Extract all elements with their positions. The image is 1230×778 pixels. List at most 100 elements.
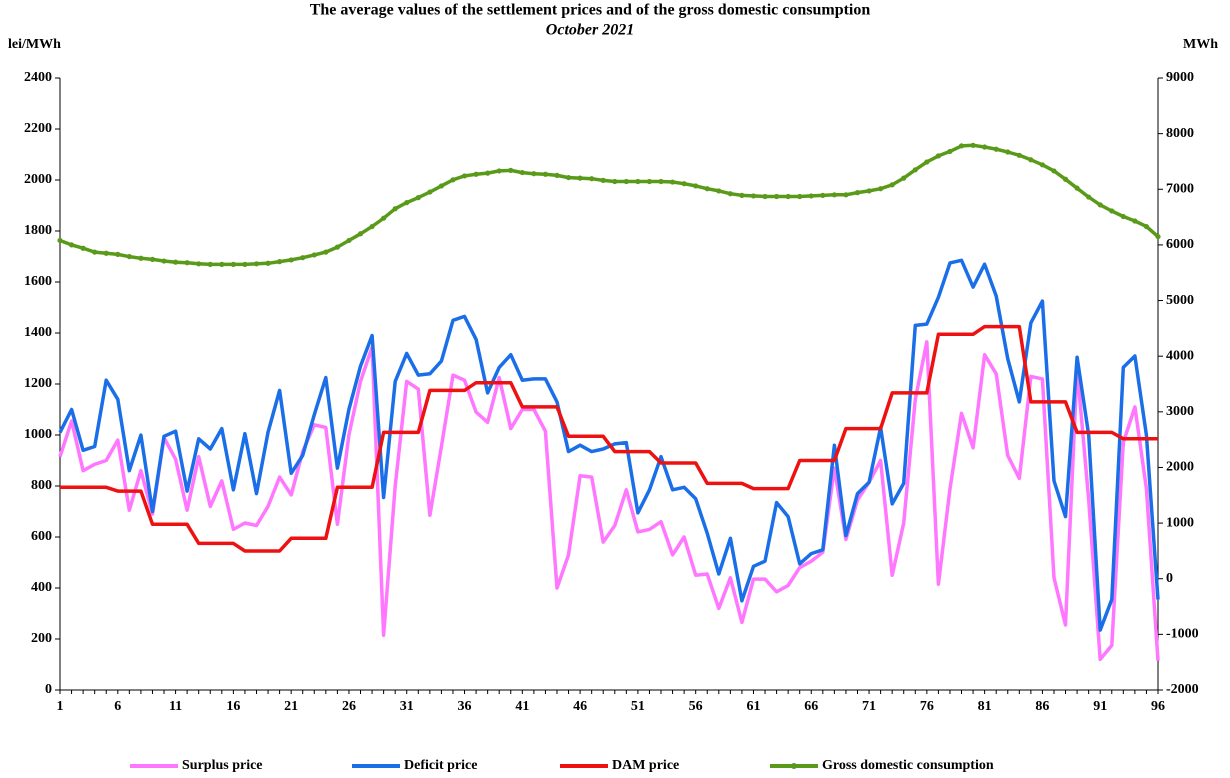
point-marker	[1028, 157, 1034, 163]
point-marker	[1132, 218, 1138, 224]
series-line	[58, 340, 1160, 662]
x-tick-label: 36	[458, 699, 472, 714]
y2-tick-label: -2000	[1166, 682, 1199, 697]
point-marker	[300, 255, 306, 261]
point-marker	[438, 183, 445, 189]
y-tick-label: 400	[31, 580, 52, 595]
point-marker	[935, 153, 942, 159]
point-marker	[1074, 185, 1080, 191]
x-tick-label: 46	[573, 699, 587, 714]
series-line	[59, 143, 1160, 267]
point-marker	[485, 170, 491, 176]
point-marker	[623, 178, 629, 185]
point-marker	[808, 193, 814, 199]
point-marker	[253, 261, 260, 267]
y-tick-label: 600	[31, 529, 52, 544]
point-marker	[912, 167, 918, 173]
y2-tick-label: 4000	[1166, 348, 1194, 363]
point-marker	[889, 182, 895, 188]
point-marker	[381, 215, 387, 221]
point-marker	[311, 252, 317, 258]
x-tick-label: 66	[804, 699, 818, 714]
point-marker	[1005, 149, 1011, 155]
y2-tick-label: -1000	[1166, 627, 1199, 642]
point-marker	[773, 193, 780, 200]
y-tick-label: 1000	[24, 427, 52, 442]
point-marker	[612, 178, 618, 185]
y-axis-label: lei/MWh	[8, 37, 61, 52]
point-marker	[80, 245, 86, 251]
point-marker	[727, 191, 733, 197]
point-marker	[1051, 168, 1057, 174]
point-marker	[704, 186, 710, 192]
x-tick-label: 21	[284, 699, 298, 714]
point-marker	[392, 206, 398, 212]
point-marker	[196, 261, 202, 267]
point-marker	[427, 189, 433, 195]
point-marker	[785, 193, 791, 200]
x-tick-label: 91	[1093, 699, 1107, 714]
point-marker	[970, 142, 976, 148]
point-marker	[854, 190, 861, 196]
point-marker	[565, 174, 572, 181]
point-marker	[866, 188, 872, 194]
point-marker	[924, 159, 930, 165]
x-tick-label: 76	[920, 699, 934, 714]
y2-tick-label: 6000	[1166, 237, 1194, 252]
point-marker	[693, 183, 699, 189]
y-tick-label: 200	[31, 631, 52, 646]
point-marker	[369, 223, 375, 230]
point-marker	[207, 261, 213, 267]
legend-label: DAM price	[612, 758, 679, 773]
x-tick-label: 81	[978, 699, 992, 714]
point-marker	[230, 261, 236, 267]
point-marker	[415, 195, 421, 201]
point-marker	[982, 144, 988, 150]
y2-tick-label: 9000	[1166, 70, 1194, 85]
y2-tick-label: 1000	[1166, 515, 1194, 530]
point-marker	[138, 255, 144, 261]
point-marker	[519, 169, 525, 176]
point-marker	[346, 237, 352, 244]
point-marker	[589, 176, 595, 182]
y-tick-label: 2000	[24, 172, 52, 187]
point-marker	[577, 175, 583, 181]
point-marker	[600, 177, 606, 183]
point-marker	[1086, 194, 1092, 200]
point-marker	[681, 181, 687, 187]
y2-tick-label: 5000	[1166, 293, 1194, 308]
point-marker	[716, 188, 722, 194]
point-marker	[68, 242, 75, 248]
x-tick-label: 16	[226, 699, 240, 714]
point-marker	[1016, 152, 1022, 158]
point-marker	[277, 259, 283, 265]
x-tick-label: 56	[689, 699, 703, 714]
y-tick-label: 1800	[24, 223, 52, 238]
point-marker	[1039, 162, 1046, 168]
point-marker	[242, 261, 248, 267]
legend-marker	[791, 763, 797, 769]
point-marker	[542, 171, 549, 177]
x-tick-label: 86	[1035, 699, 1049, 714]
point-marker	[161, 258, 167, 264]
point-marker	[739, 192, 745, 198]
point-marker	[288, 257, 294, 263]
x-tick-label: 26	[342, 699, 356, 714]
y-tick-label: 2400	[24, 70, 52, 85]
point-marker	[1109, 208, 1115, 214]
point-marker	[1097, 202, 1103, 208]
point-marker	[334, 244, 340, 250]
x-tick-label: 61	[746, 699, 760, 714]
point-marker	[669, 179, 676, 185]
legend-label: Surplus price	[182, 758, 263, 773]
point-marker	[115, 251, 121, 257]
point-marker	[404, 200, 410, 206]
x-tick-label: 96	[1151, 699, 1165, 714]
y-tick-label: 2200	[24, 121, 52, 136]
point-marker	[750, 193, 757, 199]
y2-tick-label: 7000	[1166, 181, 1194, 196]
y2-tick-label: 3000	[1166, 404, 1194, 419]
x-tick-label: 11	[169, 699, 182, 714]
point-marker	[126, 253, 132, 260]
x-tick-label: 51	[631, 699, 645, 714]
